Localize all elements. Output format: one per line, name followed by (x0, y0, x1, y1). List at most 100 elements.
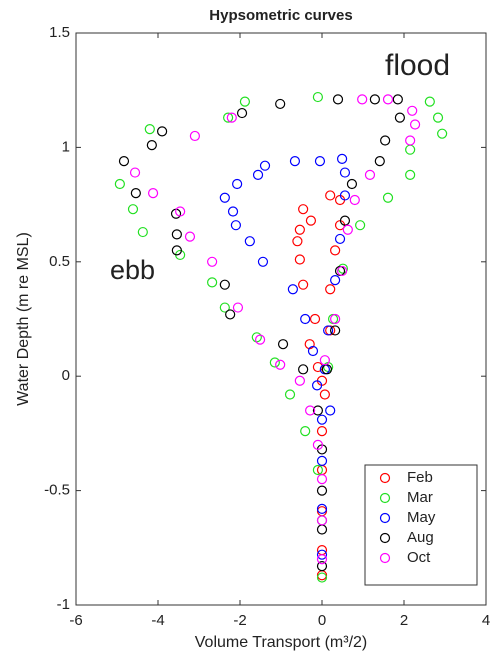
point (294, 254, 305, 265)
point (380, 135, 391, 146)
point (316, 570, 328, 581)
point (316, 485, 328, 496)
point (127, 204, 139, 215)
point (382, 192, 394, 203)
point (219, 192, 230, 203)
y-tick-label: 0.5 (49, 253, 70, 270)
legend-label: May (407, 509, 436, 526)
x-tick-label: -2 (233, 612, 246, 629)
point (251, 332, 262, 343)
point (339, 215, 351, 226)
point (307, 345, 319, 357)
point (316, 506, 328, 517)
point (312, 439, 323, 450)
point (294, 224, 305, 235)
legend-label: Oct (407, 549, 431, 566)
point (369, 94, 380, 105)
point (325, 405, 336, 416)
point (424, 96, 435, 107)
point (300, 426, 311, 437)
point (146, 140, 157, 151)
plot-area (75, 32, 487, 606)
point (342, 224, 353, 235)
point (432, 112, 444, 123)
point (316, 414, 328, 425)
point (316, 561, 328, 572)
point (405, 135, 416, 146)
point (304, 339, 315, 350)
x-tick-label: 4 (482, 612, 490, 629)
point (227, 206, 239, 217)
point (252, 169, 264, 180)
point (346, 178, 358, 190)
point (339, 190, 351, 201)
point (316, 503, 328, 515)
point (129, 167, 141, 178)
point (405, 169, 416, 180)
legend-label: Mar (407, 489, 433, 506)
x-axis-label: Volume Transport (m³/2) (195, 634, 368, 651)
point (332, 94, 344, 105)
point (114, 178, 125, 190)
point (316, 554, 328, 565)
y-tick-label: -0.5 (44, 482, 70, 499)
point (312, 405, 323, 416)
point (254, 334, 266, 345)
point (374, 156, 385, 167)
point (407, 105, 418, 116)
point (232, 302, 244, 313)
point (239, 96, 251, 107)
point (405, 144, 416, 155)
point (316, 474, 328, 485)
legend-label: Feb (407, 469, 433, 486)
point (330, 325, 341, 336)
point (118, 156, 130, 167)
point (300, 313, 311, 325)
point (298, 364, 309, 375)
y-tick-label: 1.5 (49, 24, 70, 41)
legend-marker (379, 512, 391, 524)
point (325, 190, 336, 201)
chart-title: Hypsometric curves (209, 7, 352, 24)
point (275, 98, 286, 110)
point (236, 107, 248, 119)
point (175, 206, 186, 217)
point (323, 325, 334, 336)
point (294, 375, 305, 386)
point (327, 313, 339, 325)
point (226, 112, 237, 123)
point (334, 265, 346, 277)
point (312, 91, 323, 103)
point (284, 389, 296, 400)
point (316, 549, 328, 560)
point (184, 231, 196, 242)
legend-marker (379, 472, 391, 484)
point (316, 426, 328, 437)
y-tick-label: -1 (57, 596, 70, 613)
point (316, 515, 328, 526)
point (364, 169, 376, 180)
point (334, 233, 346, 245)
point (382, 94, 394, 105)
point (269, 357, 280, 368)
point (319, 355, 330, 366)
point (357, 94, 368, 105)
point (316, 455, 328, 466)
point (323, 361, 334, 373)
legend-label: Aug (407, 529, 434, 546)
point (223, 112, 234, 123)
point (339, 167, 351, 178)
point (316, 572, 328, 583)
point (207, 277, 218, 288)
point (171, 245, 182, 256)
x-tick-label: 0 (318, 612, 326, 629)
point (311, 380, 323, 391)
point (298, 204, 309, 215)
point (171, 229, 182, 240)
point (330, 313, 341, 325)
legend (364, 464, 478, 586)
point (316, 524, 328, 535)
y-tick-label: 1 (62, 138, 70, 155)
point (305, 405, 316, 416)
